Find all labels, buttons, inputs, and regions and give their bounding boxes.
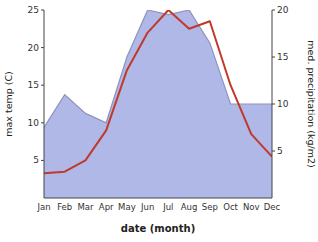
y2-tick — [272, 104, 275, 105]
x-tick-label: Feb — [57, 202, 72, 212]
temperature-line — [44, 10, 272, 173]
y-tick-label: 25 — [28, 5, 39, 15]
x-tick-label: Sep — [202, 202, 218, 212]
y-axis-title: max temp (C) — [3, 71, 14, 137]
y2-axis-title: med. precipitation (kg/m2) — [306, 40, 317, 167]
x-tick-label: Aug — [181, 202, 198, 212]
x-axis-title: date (month) — [121, 223, 195, 234]
y2-tick — [272, 57, 275, 58]
y2-tick — [272, 10, 275, 11]
y-tick — [41, 160, 44, 161]
x-tick-label: Dec — [264, 202, 281, 212]
y-tick-label: 10 — [28, 118, 40, 128]
x-tick-label: Nov — [243, 202, 260, 212]
x-tick-label: Jul — [162, 202, 173, 212]
y2-tick-label: 15 — [277, 52, 288, 62]
y-tick-label: 20 — [28, 43, 40, 53]
y-tick — [41, 47, 44, 48]
y-tick-label: 15 — [28, 80, 39, 90]
x-tick-label: May — [118, 202, 136, 212]
y-tick — [41, 122, 44, 123]
y-tick — [41, 10, 44, 11]
x-tick-label: Apr — [99, 202, 114, 212]
y2-tick-label: 5 — [277, 146, 283, 156]
x-tick-label: Mar — [77, 202, 94, 212]
precipitation-area — [44, 10, 272, 198]
chart: 5 10 15 20 25 5 10 15 20 Jan Feb Mar Apr May Jun Jul Aug… — [0, 0, 318, 242]
chart-container: 5 10 15 20 25 5 10 15 20 Jan Feb Mar Apr May Jun Jul Aug… — [0, 0, 318, 242]
y-tick-label: 5 — [33, 155, 39, 165]
x-tick-label: Jan — [36, 202, 50, 212]
precipitation-line — [44, 10, 272, 128]
y2-tick-label: 10 — [277, 99, 289, 109]
y-axis-line — [44, 10, 45, 198]
y2-tick — [272, 151, 275, 152]
x-tick-label: Jun — [140, 202, 154, 212]
plot-area — [44, 10, 272, 198]
y2-tick-label: 20 — [277, 5, 289, 15]
y-tick — [41, 85, 44, 86]
x-tick-label: Oct — [223, 202, 238, 212]
x-axis-line — [44, 198, 272, 199]
